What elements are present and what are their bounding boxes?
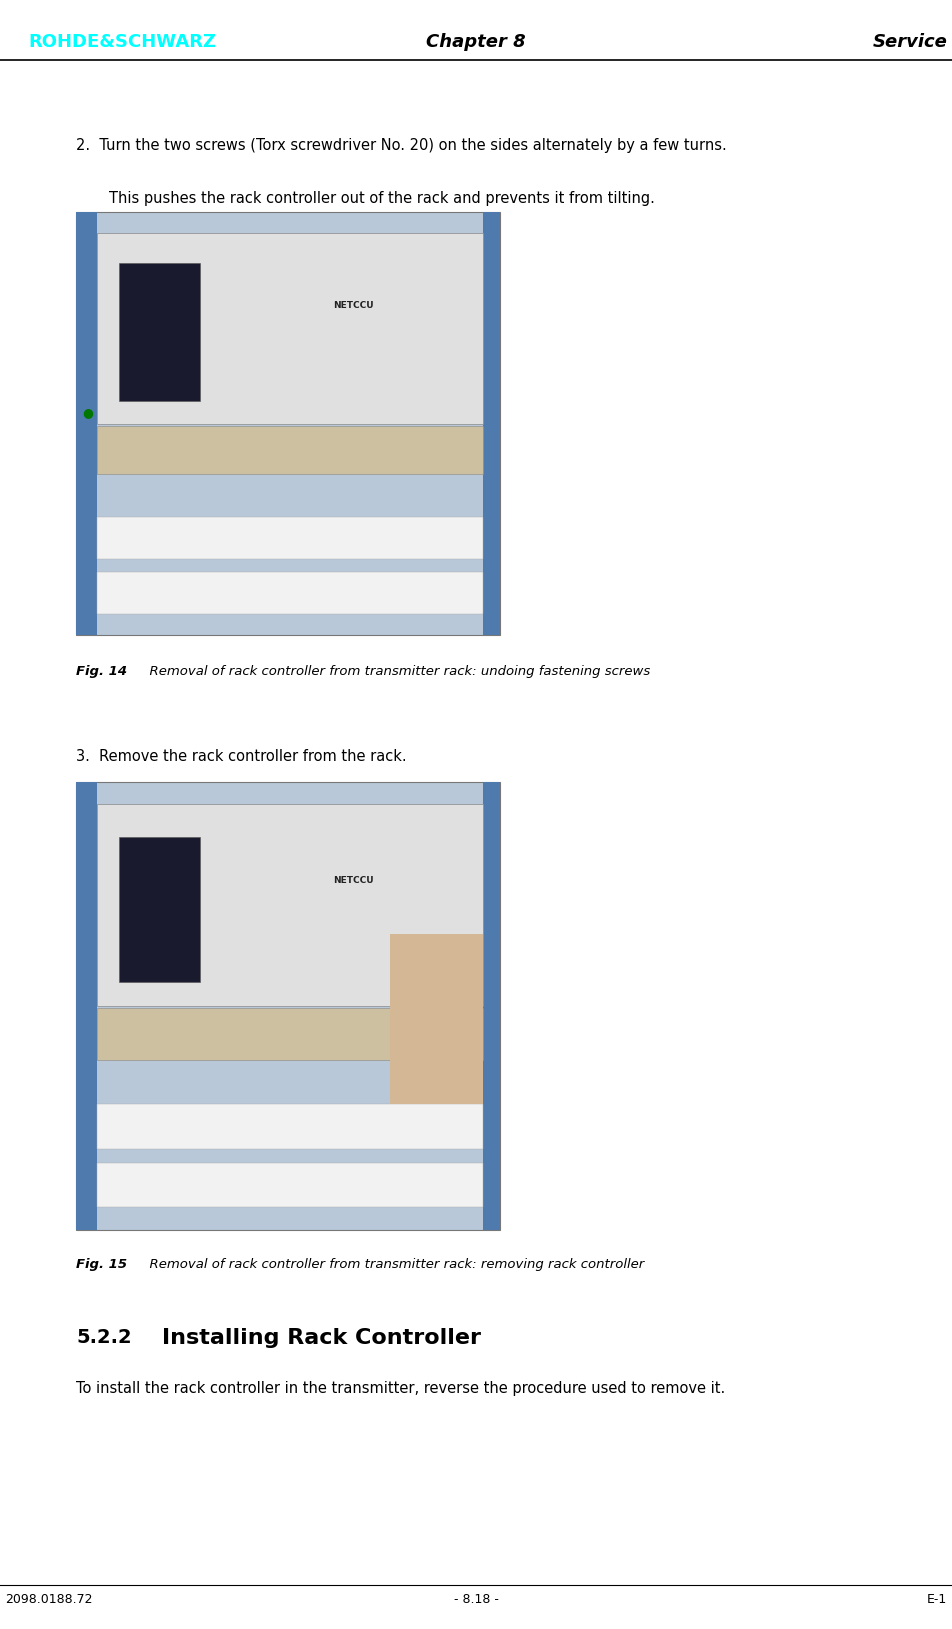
Bar [119,837,200,982]
Text: Fig. 14: Fig. 14 [76,665,128,678]
Text: Fig. 15: Fig. 15 [76,1258,128,1271]
Text: - 8.18 -: - 8.18 - [453,1593,499,1606]
Text: To install the rack controller in the transmitter, reverse the procedure used to: To install the rack controller in the tr… [76,1381,725,1396]
Bar [483,212,500,635]
Text: NETCCU: NETCCU [333,301,374,310]
Text: Installing Rack Controller: Installing Rack Controller [162,1328,481,1347]
Text: 5.2.2: 5.2.2 [76,1328,131,1347]
Bar [97,805,483,1007]
Bar [483,782,500,1230]
Text: Removal of rack controller from transmitter rack: removing rack controller: Removal of rack controller from transmit… [141,1258,645,1271]
Text: ROHDE&SCHWARZ: ROHDE&SCHWARZ [29,33,216,52]
Text: Removal of rack controller from transmitter rack: undoing fastening screws: Removal of rack controller from transmit… [141,665,650,678]
Bar [97,1104,483,1150]
Bar [97,1163,483,1207]
Text: Service: Service [872,33,947,52]
Text: NETCCU: NETCCU [333,876,374,886]
Text: 2.  Turn the two screws (Torx screwdriver No. 20) on the sides alternately by a : 2. Turn the two screws (Torx screwdriver… [76,138,727,153]
Bar [76,782,500,1230]
Bar [97,572,483,614]
Text: This pushes the rack controller out of the rack and prevents it from tilting.: This pushes the rack controller out of t… [109,191,655,205]
Bar [76,212,500,635]
Bar [76,212,97,635]
Bar [97,1008,483,1060]
Text: E-1: E-1 [927,1593,947,1606]
Text: 2098.0188.72: 2098.0188.72 [5,1593,92,1606]
Bar [97,516,483,559]
Bar [97,425,483,474]
Text: Chapter 8: Chapter 8 [426,33,526,52]
Text: 3.  Remove the rack controller from the rack.: 3. Remove the rack controller from the r… [76,749,407,764]
Bar [76,782,97,1230]
Bar [97,233,483,424]
Bar [390,935,483,1104]
Bar [119,264,200,401]
Text: ●: ● [82,407,93,419]
